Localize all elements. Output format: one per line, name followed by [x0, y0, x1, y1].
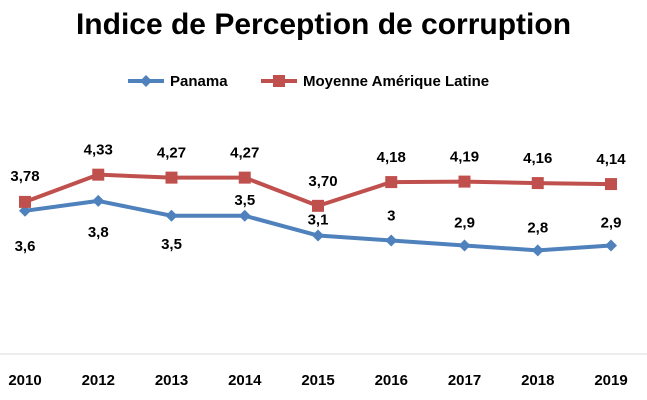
- x-tick-label: 2012: [82, 372, 115, 389]
- data-label: 4,19: [450, 149, 479, 166]
- data-point-panama: [92, 194, 105, 207]
- data-label: 2,9: [454, 214, 475, 231]
- legend-label: Panama: [170, 73, 228, 90]
- data-label: 3,6: [15, 238, 36, 255]
- data-point-moyenne-amerique-latine: [92, 168, 105, 181]
- legend-marker-square: [273, 75, 285, 87]
- x-tick-label: 2018: [521, 372, 554, 389]
- data-label: 3,8: [88, 224, 109, 241]
- x-tick-label: 2017: [448, 372, 481, 389]
- data-label: 4,16: [523, 150, 552, 167]
- data-point-moyenne-amerique-latine: [165, 171, 178, 184]
- data-point-moyenne-amerique-latine: [458, 175, 471, 188]
- data-point-panama: [238, 209, 251, 222]
- data-point-moyenne-amerique-latine: [531, 177, 544, 190]
- data-label: 2,8: [527, 219, 548, 236]
- data-label: 4,33: [84, 142, 113, 159]
- legend-marker-diamond: [140, 75, 152, 87]
- data-label: 3,70: [308, 173, 337, 190]
- data-label: 3,5: [161, 236, 182, 253]
- data-point-moyenne-amerique-latine: [238, 171, 251, 184]
- chart-title: Indice de Perception de corruption: [75, 8, 572, 41]
- data-label: 3: [387, 208, 395, 225]
- legend-item: Panama: [128, 73, 228, 90]
- data-label: 3,78: [10, 168, 39, 185]
- x-tick-label: 2019: [594, 372, 627, 389]
- data-point-moyenne-amerique-latine: [385, 176, 398, 189]
- data-point-panama: [605, 239, 617, 252]
- data-point-moyenne-amerique-latine: [605, 178, 617, 191]
- data-point-panama: [531, 244, 544, 257]
- data-point-panama: [458, 239, 471, 252]
- data-label: 3,1: [308, 212, 329, 229]
- legend-label: Moyenne Amérique Latine: [303, 73, 489, 90]
- x-tick-label: 2016: [375, 372, 408, 389]
- data-label: 3,5: [234, 192, 255, 209]
- legend-item: Moyenne Amérique Latine: [261, 73, 489, 90]
- data-point-panama: [312, 229, 324, 242]
- x-tick-label: 2014: [228, 372, 262, 389]
- data-point-moyenne-amerique-latine: [19, 195, 31, 208]
- x-tick-label: 2015: [301, 372, 334, 389]
- data-label: 2,9: [601, 214, 622, 231]
- data-point-panama: [165, 209, 178, 222]
- data-label: 4,27: [230, 145, 259, 162]
- data-label: 4,18: [377, 149, 406, 166]
- x-tick-label: 2013: [155, 372, 188, 389]
- data-label: 4,27: [157, 145, 186, 162]
- data-point-panama: [385, 234, 398, 247]
- data-label: 4,14: [596, 151, 626, 168]
- data-point-moyenne-amerique-latine: [312, 199, 324, 212]
- x-tick-label: 2010: [8, 372, 41, 389]
